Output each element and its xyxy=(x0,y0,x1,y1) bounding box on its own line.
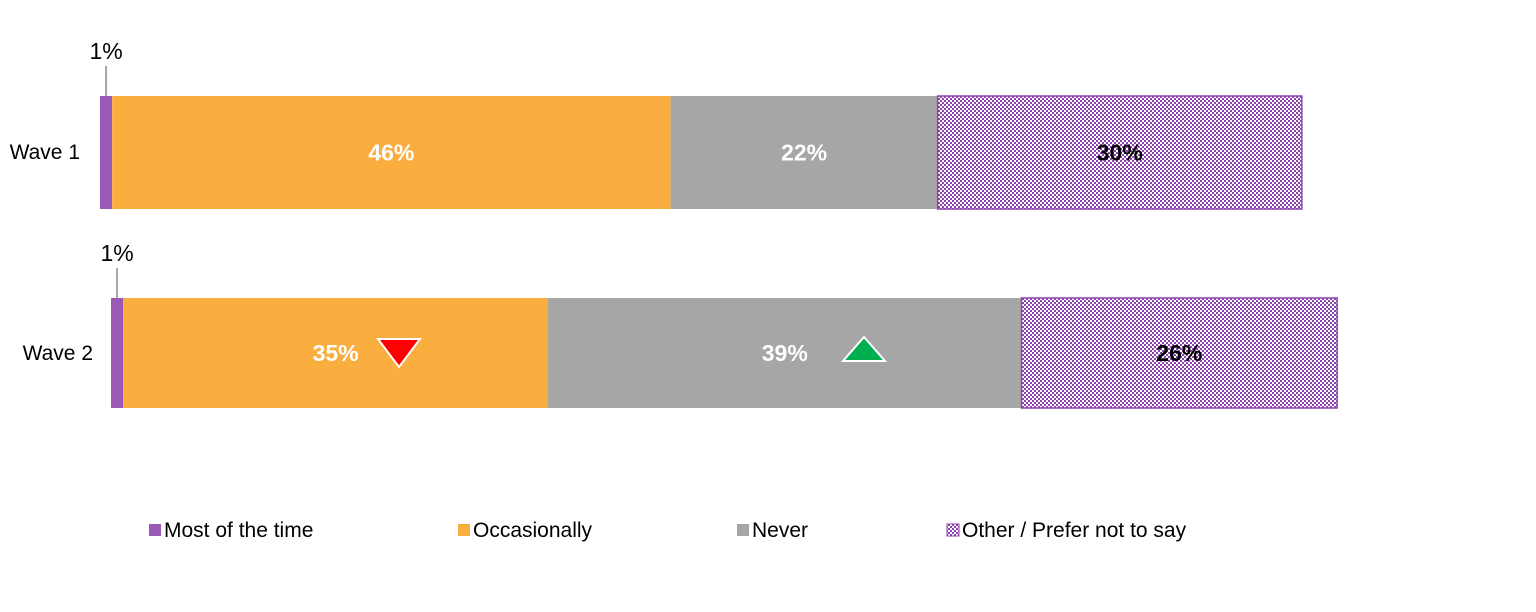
legend-swatch xyxy=(458,524,470,536)
legend-label: Other / Prefer not to say xyxy=(962,519,1187,542)
legend-item-most-of-the-time: Most of the time xyxy=(149,519,313,542)
data-label: 30% xyxy=(1097,140,1143,166)
decrease-arrow-icon xyxy=(376,338,422,369)
bar-segment-most-of-the-time xyxy=(100,96,113,209)
bar-segment-most-of-the-time xyxy=(111,298,124,408)
legend-label: Never xyxy=(752,519,808,542)
legend-label: Most of the time xyxy=(164,519,313,542)
data-label: 35% xyxy=(313,340,359,366)
data-label: 39% xyxy=(762,340,808,366)
bar-segment-occasionally xyxy=(112,96,671,209)
legend-swatch xyxy=(737,524,749,536)
data-label: 1% xyxy=(89,38,122,64)
category-label: Wave 2 xyxy=(23,342,93,365)
bar-segment-never xyxy=(548,298,1022,408)
bar-group-wave-2: Wave 2 1% 35% 39% 26% xyxy=(23,240,1338,409)
increase-arrow-icon xyxy=(840,335,888,362)
legend-swatch xyxy=(946,523,960,537)
category-label: Wave 1 xyxy=(10,141,80,164)
legend-swatch xyxy=(149,524,161,536)
bar-segment-other-prefer-not-to-say xyxy=(1020,297,1338,409)
data-label: 26% xyxy=(1156,340,1202,366)
data-label: 22% xyxy=(781,140,827,166)
legend-item-occasionally: Occasionally xyxy=(458,519,593,542)
legend-item-other-prefer-not-to-say: Other / Prefer not to say xyxy=(946,519,1187,542)
legend: Most of the time Occasionally Never Other /… xyxy=(149,519,1187,542)
data-label: 1% xyxy=(100,240,133,266)
bar-segment-occasionally xyxy=(123,298,549,408)
bar-group-wave-1: Wave 1 1% 46% 22% 30% xyxy=(10,38,1303,210)
data-label: 46% xyxy=(368,140,414,166)
legend-label: Occasionally xyxy=(473,519,593,542)
bar-segment-other-prefer-not-to-say xyxy=(936,95,1303,210)
plot-area: Wave 1 1% 46% 22% 30% Wave 2 1% 35% 39% 26% xyxy=(10,38,1338,409)
bar-segment-never xyxy=(670,96,938,209)
legend-item-never: Never xyxy=(737,519,808,542)
